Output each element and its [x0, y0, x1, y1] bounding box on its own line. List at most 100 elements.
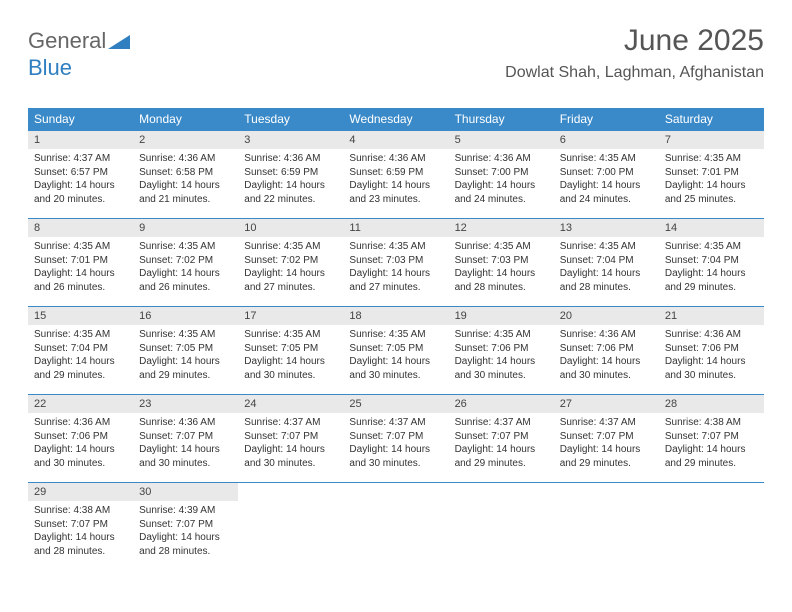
day-details: Sunrise: 4:35 AMSunset: 7:05 PMDaylight:… [238, 325, 343, 385]
sunset-text: Sunset: 6:58 PM [139, 166, 232, 180]
calendar-day-cell: 1Sunrise: 4:37 AMSunset: 6:57 PMDaylight… [28, 131, 133, 219]
calendar-week-row: 22Sunrise: 4:36 AMSunset: 7:06 PMDayligh… [28, 395, 764, 483]
weekday-header: Tuesday [238, 108, 343, 131]
daylight-text-2: and 21 minutes. [139, 193, 232, 207]
daylight-text-1: Daylight: 14 hours [34, 443, 127, 457]
calendar-day-cell [659, 483, 764, 571]
day-number: 16 [133, 307, 238, 325]
day-details: Sunrise: 4:35 AMSunset: 7:04 PMDaylight:… [554, 237, 659, 297]
daylight-text-1: Daylight: 14 hours [560, 355, 653, 369]
daylight-text-1: Daylight: 14 hours [139, 179, 232, 193]
daylight-text-2: and 20 minutes. [34, 193, 127, 207]
day-number: 12 [449, 219, 554, 237]
sunrise-text: Sunrise: 4:38 AM [34, 504, 127, 518]
calendar-day-cell: 7 Sunrise: 4:35 AMSunset: 7:01 PMDaylight… [659, 131, 764, 219]
daylight-text-2: and 30 minutes. [244, 369, 337, 383]
calendar-day-cell [343, 483, 448, 571]
sunset-text: Sunset: 7:07 PM [560, 430, 653, 444]
calendar-day-cell: 20Sunrise: 4:36 AMSunset: 7:06 PMDayligh… [554, 307, 659, 395]
sunrise-text: Sunrise: 4:37 AM [560, 416, 653, 430]
day-details: Sunrise: 4:35 AMSunset: 7:05 PMDaylight:… [343, 325, 448, 385]
day-details: Sunrise: 4:36 AMSunset: 7:00 PMDaylight:… [449, 149, 554, 209]
day-details: Sunrise: 4:37 AMSunset: 7:07 PMDaylight:… [238, 413, 343, 473]
daylight-text-1: Daylight: 14 hours [139, 531, 232, 545]
sunrise-text: Sunrise: 4:39 AM [139, 504, 232, 518]
day-number: 26 [449, 395, 554, 413]
daylight-text-1: Daylight: 14 hours [455, 179, 548, 193]
sunset-text: Sunset: 7:06 PM [455, 342, 548, 356]
day-number: 28 [659, 395, 764, 413]
calendar-day-cell: 28Sunrise: 4:38 AMSunset: 7:07 PMDayligh… [659, 395, 764, 483]
day-number: 11 [343, 219, 448, 237]
day-number: 10 [238, 219, 343, 237]
day-details: Sunrise: 4:35 AMSunset: 7:03 PMDaylight:… [343, 237, 448, 297]
sunset-text: Sunset: 7:03 PM [455, 254, 548, 268]
logo: General Blue [28, 28, 130, 81]
calendar-day-cell: 4Sunrise: 4:36 AMSunset: 6:59 PMDaylight… [343, 131, 448, 219]
day-details: Sunrise: 4:35 AMSunset: 7:06 PMDaylight:… [449, 325, 554, 385]
daylight-text-2: and 28 minutes. [455, 281, 548, 295]
daylight-text-1: Daylight: 14 hours [244, 179, 337, 193]
calendar-day-cell: 24Sunrise: 4:37 AMSunset: 7:07 PMDayligh… [238, 395, 343, 483]
weekday-header: Saturday [659, 108, 764, 131]
calendar-week-row: 8Sunrise: 4:35 AMSunset: 7:01 PMDaylight… [28, 219, 764, 307]
sunset-text: Sunset: 7:05 PM [349, 342, 442, 356]
sunrise-text: Sunrise: 4:35 AM [244, 240, 337, 254]
sunset-text: Sunset: 7:07 PM [34, 518, 127, 532]
weekday-header: Monday [133, 108, 238, 131]
day-number: 6 [554, 131, 659, 149]
logo-text-general: General [28, 28, 106, 53]
calendar-day-cell: 23Sunrise: 4:36 AMSunset: 7:07 PMDayligh… [133, 395, 238, 483]
sunrise-text: Sunrise: 4:36 AM [665, 328, 758, 342]
calendar-day-cell: 17Sunrise: 4:35 AMSunset: 7:05 PMDayligh… [238, 307, 343, 395]
sunset-text: Sunset: 7:02 PM [244, 254, 337, 268]
daylight-text-2: and 27 minutes. [244, 281, 337, 295]
daylight-text-2: and 30 minutes. [455, 369, 548, 383]
daylight-text-2: and 28 minutes. [34, 545, 127, 559]
daylight-text-1: Daylight: 14 hours [139, 355, 232, 369]
daylight-text-2: and 28 minutes. [560, 281, 653, 295]
daylight-text-2: and 30 minutes. [349, 369, 442, 383]
day-number: 15 [28, 307, 133, 325]
sunset-text: Sunset: 7:03 PM [349, 254, 442, 268]
day-number: 2 [133, 131, 238, 149]
day-number: 30 [133, 483, 238, 501]
day-number: 21 [659, 307, 764, 325]
day-details: Sunrise: 4:36 AMSunset: 6:59 PMDaylight:… [238, 149, 343, 209]
daylight-text-2: and 29 minutes. [665, 457, 758, 471]
daylight-text-1: Daylight: 14 hours [665, 179, 758, 193]
daylight-text-1: Daylight: 14 hours [34, 179, 127, 193]
sunrise-text: Sunrise: 4:35 AM [560, 240, 653, 254]
day-number: 4 [343, 131, 448, 149]
sunset-text: Sunset: 7:06 PM [665, 342, 758, 356]
calendar-day-cell [449, 483, 554, 571]
sunrise-text: Sunrise: 4:36 AM [139, 416, 232, 430]
daylight-text-2: and 30 minutes. [34, 457, 127, 471]
daylight-text-2: and 29 minutes. [139, 369, 232, 383]
calendar-day-cell: 5Sunrise: 4:36 AMSunset: 7:00 PMDaylight… [449, 131, 554, 219]
daylight-text-1: Daylight: 14 hours [139, 443, 232, 457]
day-details: Sunrise: 4:38 AMSunset: 7:07 PMDaylight:… [659, 413, 764, 473]
calendar-day-cell: 15Sunrise: 4:35 AMSunset: 7:04 PMDayligh… [28, 307, 133, 395]
daylight-text-1: Daylight: 14 hours [244, 267, 337, 281]
daylight-text-1: Daylight: 14 hours [665, 355, 758, 369]
daylight-text-2: and 24 minutes. [560, 193, 653, 207]
weekday-header: Friday [554, 108, 659, 131]
day-details: Sunrise: 4:36 AMSunset: 7:07 PMDaylight:… [133, 413, 238, 473]
sunrise-text: Sunrise: 4:35 AM [665, 152, 758, 166]
sunrise-text: Sunrise: 4:35 AM [244, 328, 337, 342]
day-number: 7 [659, 131, 764, 149]
day-details: Sunrise: 4:36 AMSunset: 7:06 PMDaylight:… [554, 325, 659, 385]
day-number: 9 [133, 219, 238, 237]
sunset-text: Sunset: 6:57 PM [34, 166, 127, 180]
daylight-text-2: and 29 minutes. [560, 457, 653, 471]
daylight-text-2: and 30 minutes. [665, 369, 758, 383]
day-details: Sunrise: 4:35 AMSunset: 7:02 PMDaylight:… [238, 237, 343, 297]
day-number: 3 [238, 131, 343, 149]
sunset-text: Sunset: 7:01 PM [665, 166, 758, 180]
calendar-day-cell: 25Sunrise: 4:37 AMSunset: 7:07 PMDayligh… [343, 395, 448, 483]
sunset-text: Sunset: 7:01 PM [34, 254, 127, 268]
sunset-text: Sunset: 7:07 PM [455, 430, 548, 444]
sunrise-text: Sunrise: 4:36 AM [560, 328, 653, 342]
daylight-text-2: and 26 minutes. [139, 281, 232, 295]
